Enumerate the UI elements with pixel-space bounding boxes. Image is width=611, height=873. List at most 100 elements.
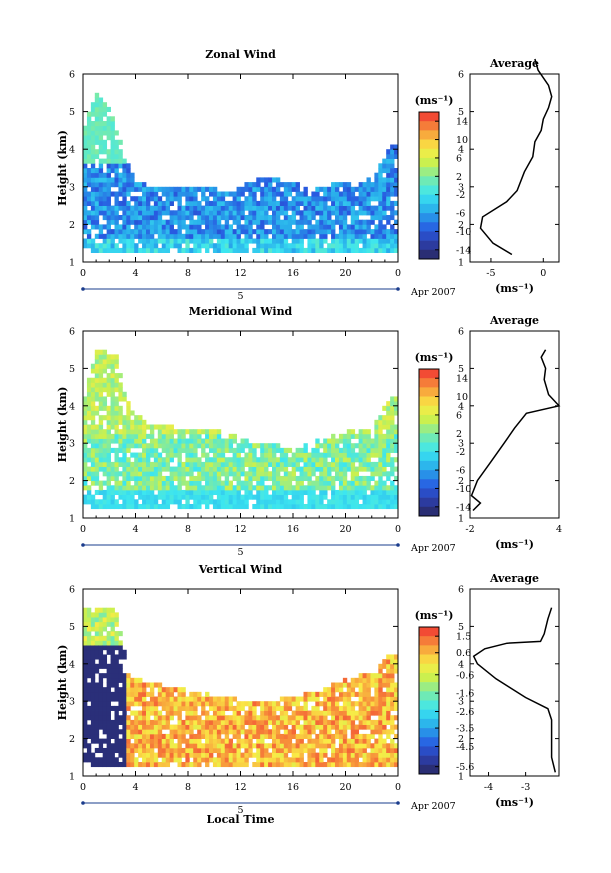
heatmap-cell xyxy=(378,724,383,730)
heatmap-cell xyxy=(94,475,100,482)
heatmap-cell xyxy=(358,485,363,491)
heatmap-cell xyxy=(122,396,127,402)
heatmap-cell xyxy=(142,210,147,216)
heatmap-cell xyxy=(98,461,104,467)
heatmap-cell xyxy=(94,668,100,674)
heatmap-cell xyxy=(346,747,352,754)
heatmap-cell xyxy=(319,489,324,496)
heatmap-cell xyxy=(106,433,111,439)
heatmap-cell xyxy=(157,503,163,510)
heatmap-cell xyxy=(86,387,92,393)
heatmap-cell xyxy=(106,503,111,510)
heatmap-cell xyxy=(256,499,261,505)
heatmap-cell xyxy=(83,612,88,618)
heatmap-cell xyxy=(197,438,202,444)
heatmap-cell xyxy=(86,125,92,131)
heatmap-cell xyxy=(272,452,277,458)
heatmap-cell xyxy=(228,499,234,505)
heatmap-cell xyxy=(106,191,111,197)
heatmap-cell xyxy=(212,233,218,239)
heatmap-cell xyxy=(252,457,257,463)
heatmap-cell xyxy=(323,710,328,716)
heatmap-cell xyxy=(209,238,214,244)
heatmap-cell xyxy=(193,191,198,197)
heatmap-cell xyxy=(236,196,241,202)
heatmap-cell xyxy=(165,733,171,739)
heatmap-cell xyxy=(394,489,399,496)
heatmap-cell xyxy=(394,494,399,500)
heatmap-cell xyxy=(106,705,111,711)
heatmap-cell xyxy=(362,452,367,458)
heatmap-cell xyxy=(90,210,96,216)
x-tick-label: 8 xyxy=(185,524,191,535)
heatmap-cell xyxy=(153,743,159,749)
heatmap-cell xyxy=(106,196,111,202)
heatmap-cell xyxy=(212,738,218,744)
heatmap-cell xyxy=(338,752,344,758)
heatmap-cell xyxy=(102,761,108,768)
heatmap-cell xyxy=(146,503,151,510)
heatmap-cell xyxy=(90,635,96,641)
heatmap-cell xyxy=(390,401,395,407)
heatmap-cell xyxy=(386,733,391,739)
heatmap-cell xyxy=(86,116,92,122)
heatmap-cell xyxy=(236,747,241,754)
heatmap-cell xyxy=(338,719,344,725)
heatmap-cell xyxy=(390,405,395,411)
heatmap-cell xyxy=(268,715,273,721)
heatmap-cell xyxy=(138,701,143,707)
heatmap-cell xyxy=(323,691,328,697)
heatmap-cell xyxy=(378,205,383,211)
heatmap-cell xyxy=(193,447,198,453)
heatmap-cell xyxy=(161,733,167,739)
heatmap-cell xyxy=(197,485,202,491)
heatmap-cell xyxy=(149,705,155,711)
heatmap-cell xyxy=(110,205,115,211)
heatmap-cell xyxy=(303,747,308,754)
heatmap-cell xyxy=(327,196,332,202)
heatmap-cell xyxy=(311,238,316,244)
heatmap-cell xyxy=(118,719,123,725)
profile-y-tick-label: 5 xyxy=(458,622,464,633)
heatmap-cell xyxy=(386,687,391,693)
colorbar-segment xyxy=(419,636,439,646)
heatmap-cell xyxy=(118,631,123,637)
heatmap-cell xyxy=(327,224,332,230)
heatmap-cell xyxy=(275,480,281,486)
heatmap-cell xyxy=(157,196,163,202)
heatmap-cell xyxy=(374,471,379,477)
heatmap-cell xyxy=(94,125,100,131)
heatmap-cell xyxy=(319,186,324,192)
heatmap-cell xyxy=(149,224,155,230)
heatmap-cell xyxy=(370,489,375,496)
heatmap-cell xyxy=(236,243,241,249)
y-tick-label: 1 xyxy=(69,772,75,783)
heatmap-cell xyxy=(390,738,395,744)
heatmap-cell xyxy=(275,719,281,725)
heatmap-cell xyxy=(307,452,312,458)
heatmap-cell xyxy=(264,710,269,716)
heatmap-cell xyxy=(138,224,143,230)
profile-frame xyxy=(469,73,560,263)
heatmap-cell xyxy=(209,724,214,730)
heatmap-cell xyxy=(362,196,367,202)
heatmap-cell xyxy=(374,215,379,221)
heatmap-cell xyxy=(118,494,123,500)
heatmap-cell xyxy=(209,233,214,239)
heatmap-cell xyxy=(130,757,135,763)
heatmap-cell xyxy=(232,503,237,510)
heatmap-cell xyxy=(299,710,304,716)
heatmap-cell xyxy=(114,153,119,159)
heatmap-cell xyxy=(118,153,123,159)
heatmap-cell xyxy=(83,243,88,249)
heatmap-cell xyxy=(390,682,395,688)
heatmap-cell xyxy=(169,691,174,697)
heatmap-cell xyxy=(130,438,135,444)
heatmap-cell xyxy=(291,696,297,702)
heatmap-cell xyxy=(185,452,190,458)
heatmap-cell xyxy=(358,452,363,458)
heatmap-cell xyxy=(83,757,88,763)
heatmap-cell xyxy=(185,701,190,707)
heatmap-cell xyxy=(94,738,100,744)
